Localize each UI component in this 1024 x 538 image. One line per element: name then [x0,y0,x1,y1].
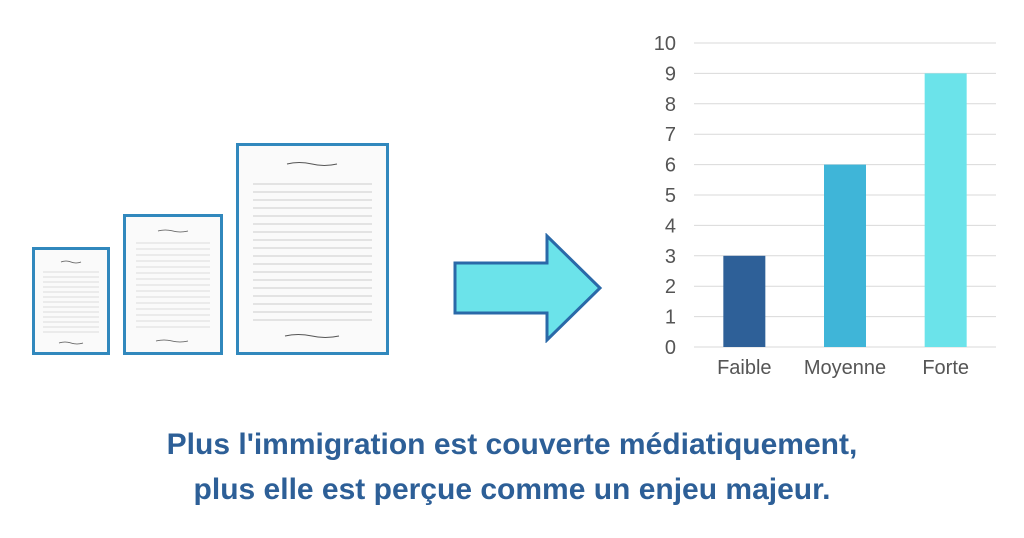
chart-bars [723,73,967,348]
bar-faible [723,255,766,347]
large-document [236,143,389,355]
x-tick-label: Faible [717,357,771,379]
chart-y-ticks: 0 1 2 3 4 5 6 7 8 9 10 [654,33,676,359]
medium-document [123,214,223,355]
x-tick-label: Forte [922,357,969,379]
document-lines [253,162,372,338]
bar-forte [924,73,967,348]
y-tick-label: 2 [665,276,676,298]
y-tick-label: 9 [665,63,676,85]
caption-line-1: Plus l'immigration est couverte médiatiq… [166,428,858,461]
y-tick-label: 8 [665,94,676,116]
y-tick-label: 6 [665,155,676,177]
y-tick-label: 5 [665,185,676,207]
right-arrow-icon [453,233,603,343]
bar-chart: 0 1 2 3 4 5 6 7 8 9 10 Faible Moyenne Forte [654,33,996,379]
x-tick-label: Moyenne [804,357,886,379]
y-tick-label: 1 [665,307,676,329]
bar-moyenne [824,164,866,347]
y-tick-label: 7 [665,124,676,146]
small-document [32,247,110,355]
caption: Plus l'immigration est couverte médiatiq… [0,422,1024,512]
caption-line-2: plus elle est perçue comme un enjeu maje… [193,473,831,506]
y-tick-label: 4 [665,215,676,237]
document-lines [43,260,99,345]
document-lines [136,229,210,343]
y-tick-label: 3 [665,246,676,268]
y-tick-label: 0 [665,337,676,359]
chart-x-labels: Faible Moyenne Forte [717,357,969,379]
y-tick-label: 10 [654,33,676,55]
